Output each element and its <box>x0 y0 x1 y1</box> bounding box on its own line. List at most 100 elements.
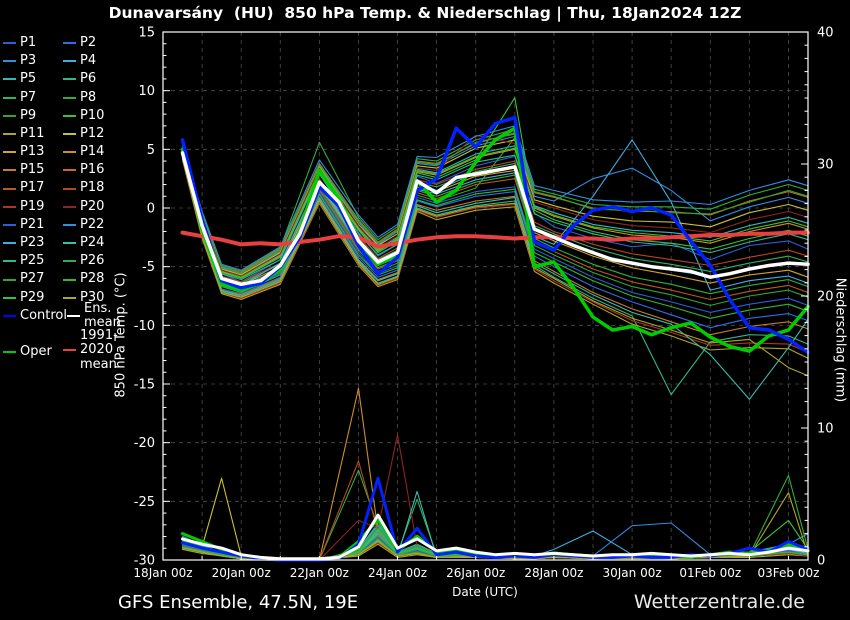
legend-label: P19 <box>20 198 45 214</box>
legend-entry-p14: P14 <box>63 144 123 159</box>
legend-swatch <box>63 278 76 281</box>
legend-entry-p29: P29 <box>3 289 63 305</box>
tick-label: 10 <box>817 422 834 437</box>
legend-label: P21 <box>20 216 45 232</box>
legend-swatch <box>63 133 76 136</box>
legend-swatch <box>3 205 16 208</box>
member-precip-P18 <box>181 460 809 561</box>
member-temp-P11 <box>181 159 809 359</box>
legend-row: P11 P12 <box>3 125 128 143</box>
member-precip-P12 <box>181 477 809 561</box>
legend-row: P17 P18 <box>3 180 128 198</box>
legend-label: P12 <box>80 125 105 141</box>
tick-label: 10 <box>138 84 155 99</box>
legend-label: P10 <box>80 107 105 123</box>
legend-entry-p9: P9 <box>3 108 63 123</box>
legend-swatch <box>3 314 16 317</box>
legend-label: P8 <box>80 89 97 105</box>
tick-label: 03Feb 00z <box>758 566 820 580</box>
legend-swatch <box>3 42 16 45</box>
legend-label: P6 <box>80 71 97 87</box>
member-precip-P8 <box>181 469 809 561</box>
legend: P1 P2 P3 P4 P5 P6 P7 P8 P9 P10 P11 P12 P13 P14 P15 P16 P… <box>3 34 128 371</box>
legend-label: Oper <box>20 343 52 359</box>
ensemble-member-precip-lines <box>181 387 809 561</box>
legend-row: P25 P26 <box>3 252 128 270</box>
legend-entry-p27: P27 <box>3 272 63 286</box>
legend-row: Oper <box>3 343 128 361</box>
legend-label: Control <box>20 307 67 323</box>
member-temp-P27 <box>181 133 809 275</box>
legend-label: P16 <box>80 162 105 178</box>
legend-label: P7 <box>20 89 37 105</box>
legend-swatch <box>63 349 76 352</box>
legend-swatch <box>63 60 76 63</box>
legend-swatch <box>63 151 76 154</box>
legend-label: P26 <box>80 253 105 269</box>
legend-swatch <box>3 223 16 226</box>
legend-entry-p24: P24 <box>63 235 123 250</box>
legend-label: P28 <box>80 271 105 287</box>
legend-row: P13 P14 <box>3 143 128 161</box>
legend-swatch <box>63 78 76 81</box>
legend-label: P25 <box>20 253 45 269</box>
legend-label: P1 <box>20 34 37 50</box>
legend-swatch <box>3 96 16 99</box>
legend-label: P13 <box>20 144 45 160</box>
ensemble-member-temp-lines <box>181 97 809 400</box>
legend-label: P27 <box>20 271 45 287</box>
legend-entry-1991-2020-mean: 1991-2020 mean <box>63 328 123 372</box>
legend-swatch <box>3 242 16 245</box>
legend-swatch <box>3 187 16 190</box>
tick-label: 18Jan 00z <box>133 566 192 580</box>
member-precip-P26 <box>181 474 809 561</box>
legend-swatch <box>63 205 76 208</box>
legend-row: P3 P4 <box>3 52 128 70</box>
legend-entry-p19: P19 <box>3 198 63 214</box>
member-precip-P7 <box>181 498 809 561</box>
member-temp-P15 <box>181 156 809 336</box>
right-axis-title: Niederschlag (mm) <box>832 277 848 403</box>
legend-entry-p30: P30 <box>63 289 123 305</box>
legend-entry-p23: P23 <box>3 235 63 250</box>
legend-swatch <box>3 133 16 136</box>
member-temp-P8 <box>181 128 809 272</box>
legend-entry-p2: P2 <box>63 35 123 50</box>
legend-entry-p15: P15 <box>3 162 63 177</box>
x-axis-title: Date (UTC) <box>452 585 518 599</box>
legend-label: P30 <box>80 289 105 305</box>
member-temp-P30 <box>181 158 809 377</box>
tick-label: 40 <box>817 26 834 41</box>
legend-entry-ens-mean: Ens. mean <box>67 300 127 331</box>
legend-entry-oper: Oper <box>3 343 63 359</box>
legend-entry-p8: P8 <box>63 89 123 105</box>
legend-swatch <box>3 260 16 263</box>
tick-label: 30Jan 00z <box>603 566 662 580</box>
tick-label: 22Jan 00z <box>290 566 349 580</box>
legend-row: P19 P20 <box>3 198 128 216</box>
tick-label: -30 <box>134 554 155 569</box>
legend-entry-p6: P6 <box>63 72 123 86</box>
legend-swatch <box>63 96 76 99</box>
tick-label: 15 <box>138 26 155 41</box>
tick-label: -25 <box>134 495 155 510</box>
legend-label: P23 <box>20 235 45 250</box>
member-temp-P25 <box>181 149 809 281</box>
legend-swatch <box>63 223 76 226</box>
legend-row: P27 P28 <box>3 270 128 288</box>
legend-swatch <box>63 114 76 117</box>
legend-entry-p7: P7 <box>3 89 63 105</box>
legend-swatch <box>3 351 16 354</box>
legend-entry-p11: P11 <box>3 126 63 141</box>
member-precip-P14 <box>181 387 809 561</box>
series-temp-1991-2020 mean <box>180 230 810 249</box>
legend-swatch <box>63 296 76 299</box>
legend-swatch <box>3 151 16 154</box>
tick-label: 24Jan 00z <box>368 566 427 580</box>
legend-label: 1991-2020 mean <box>80 328 118 372</box>
legend-label: P18 <box>80 180 105 196</box>
legend-label: Ens. mean <box>84 300 121 330</box>
legend-label: P29 <box>20 289 45 305</box>
tick-label: -5 <box>142 260 155 275</box>
